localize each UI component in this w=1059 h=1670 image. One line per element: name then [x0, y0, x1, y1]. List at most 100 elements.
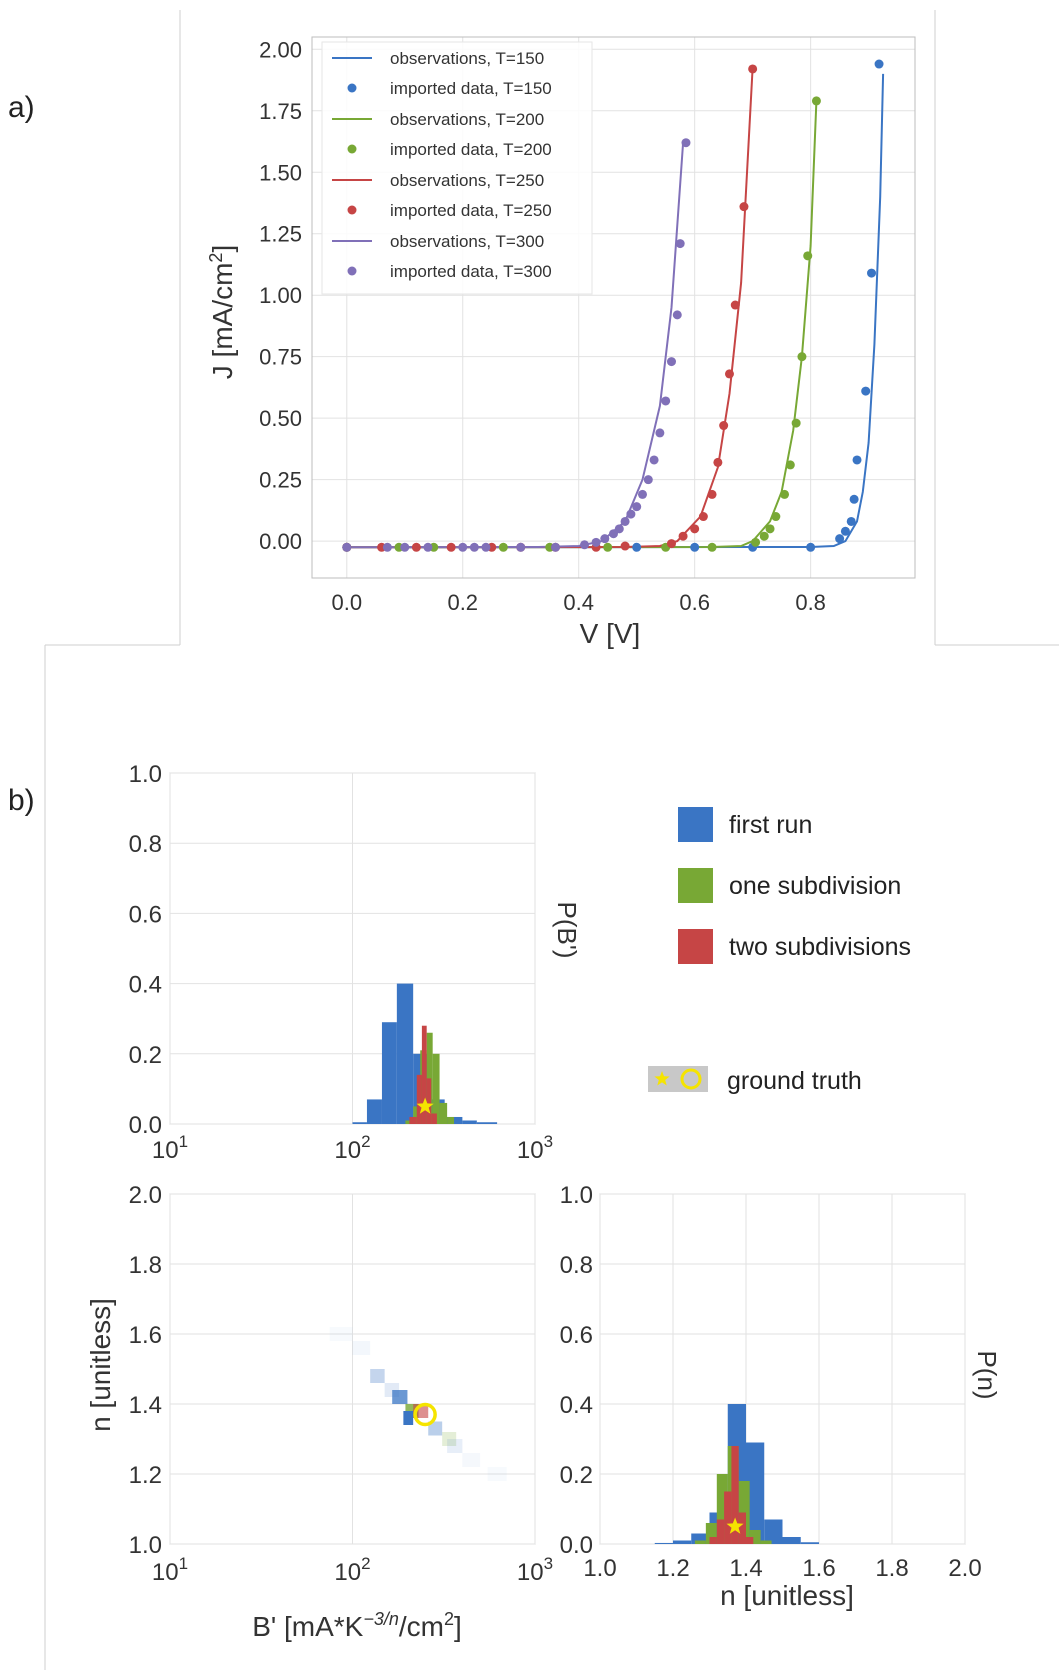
- legend-dot-label: imported data, T=300: [390, 262, 552, 281]
- iv-data-point: [382, 542, 392, 552]
- histogram-n-bar-0: [673, 1540, 692, 1544]
- legend-line-label: observations, T=200: [390, 110, 544, 129]
- iv-data-point: [707, 542, 717, 552]
- joint-y-tick-label: 1.2: [129, 1462, 162, 1489]
- iv-data-point: [632, 542, 642, 552]
- histogram-n-bar-1: [760, 1540, 772, 1544]
- iv-y-tick-label: 0.25: [259, 468, 302, 493]
- iv-data-point: [707, 489, 717, 499]
- histogram-bprime-bar-1: [439, 1102, 448, 1124]
- histogram-n-bar-0: [800, 1542, 819, 1544]
- iv-data-point: [649, 455, 659, 465]
- histogram-n-y-tick-label: 1.0: [560, 1182, 593, 1209]
- iv-data-point: [780, 489, 790, 499]
- histogram-n: 1.0 1.2 1.4 1.6 1.8 2.0 0.0 0.2 0.4 0.6 0.8 1.0 P(n…: [560, 1182, 1002, 1611]
- histogram-n-bar-2: [709, 1537, 717, 1544]
- iv-data-point: [469, 542, 479, 552]
- histogram-n-bar-0: [746, 1442, 765, 1544]
- iv-data-point: [603, 542, 613, 552]
- histogram-bprime-bar-0: [352, 1122, 367, 1124]
- joint-cell: [447, 1439, 463, 1453]
- histogram-n-x-tick-label: 1.8: [875, 1555, 908, 1582]
- legend-dot-swatch: [347, 205, 357, 215]
- iv-data-point: [666, 357, 676, 367]
- histogram-n-bar-2: [738, 1512, 746, 1544]
- joint-y-tick-label: 2.0: [129, 1182, 162, 1209]
- iv-plot-frame: [311, 36, 916, 579]
- histogram-bprime-bar-0: [366, 1099, 382, 1124]
- iv-curve-chart: 0.0 0.2 0.4 0.6 0.8 0.00 0.25 0.50 0.75 1.00 1.25…: [206, 36, 916, 649]
- legend-dot-label: imported data, T=200: [390, 140, 552, 159]
- histogram-bprime-bar-1: [413, 1106, 421, 1124]
- iv-x-tick-label: 0.6: [679, 590, 710, 615]
- joint-y-tick-label: 1.6: [129, 1322, 162, 1349]
- iv-data-point: [759, 531, 769, 541]
- legend-dot-swatch: [347, 144, 357, 154]
- iv-data-point: [698, 512, 708, 522]
- iv-data-point: [690, 542, 700, 552]
- legend-color-swatch: [678, 807, 713, 842]
- iv-data-point: [739, 202, 749, 212]
- joint-cell: [428, 1421, 443, 1436]
- histogram-bprime-y-tick-label: 1.0: [129, 761, 162, 788]
- iv-line-series-0: [346, 73, 885, 549]
- iv-data-point: [600, 534, 610, 544]
- histogram-bprime-tick-labels: 0.0 0.2 0.4 0.6 0.8 1.0 101 102 103: [129, 761, 553, 1164]
- iv-data-point: [423, 542, 433, 552]
- histogram-n-bar-2: [716, 1519, 725, 1544]
- histogram-bprime-bar-2: [426, 1078, 432, 1124]
- posterior-legend: first run one subdivision two subdivisions…: [648, 807, 911, 1095]
- iv-x-tick-labels: 0.0 0.2 0.4 0.6 0.8: [331, 590, 825, 615]
- iv-y-tick-label: 1.50: [259, 160, 302, 185]
- histogram-bprime-x-tick-label: 103: [517, 1132, 553, 1164]
- panel-b-tag: b): [8, 784, 35, 817]
- ground-truth-star-icon: [654, 1071, 670, 1086]
- joint-cell: [462, 1453, 481, 1467]
- histogram-bprime-y-tick-label: 0.2: [129, 1042, 162, 1069]
- iv-data-point: [840, 526, 850, 536]
- iv-y-tick-label: 1.25: [259, 222, 302, 247]
- ground-truth-ring-icon: [680, 1068, 702, 1090]
- iv-data-point: [498, 542, 508, 552]
- iv-data-point: [637, 489, 647, 499]
- iv-x-tick-label: 0.0: [331, 590, 362, 615]
- histogram-n-y-tick-label: 0.0: [560, 1532, 593, 1559]
- iv-data-point: [861, 386, 871, 396]
- histogram-n-x-tick-label: 1.6: [802, 1555, 835, 1582]
- joint-cell: [487, 1467, 507, 1481]
- histogram-bprime-x-tick-label: 102: [334, 1132, 370, 1164]
- histogram-bprime-bar-1: [432, 1053, 440, 1124]
- joint-y-tick-label: 1.8: [129, 1252, 162, 1279]
- iv-data-point: [620, 516, 630, 526]
- iv-data-point: [411, 542, 421, 552]
- histogram-bprime-bar-2: [409, 1116, 417, 1124]
- iv-data-point: [614, 524, 624, 534]
- iv-data-point: [811, 96, 821, 106]
- histogram-bprime-y-tick-label: 0.4: [129, 972, 162, 999]
- histogram-bprime-bar-2: [421, 1025, 427, 1124]
- histogram-n-bar-1: [694, 1540, 706, 1544]
- iv-y-tick-label: 0.50: [259, 406, 302, 431]
- histogram-n-y-tick-label: 0.2: [560, 1462, 593, 1489]
- legend-dot-swatch: [347, 83, 357, 93]
- iv-data-point: [765, 524, 775, 534]
- histogram-n-bar-0: [764, 1519, 783, 1544]
- iv-data-point: [666, 539, 676, 549]
- histogram-n-bar-1: [716, 1474, 728, 1544]
- iv-data-point: [690, 524, 700, 534]
- iv-y-tick-label: 0.00: [259, 529, 302, 554]
- iv-data-point: [643, 475, 653, 485]
- iv-data-point: [661, 396, 671, 406]
- ground-truth-star-icon: [416, 1097, 434, 1114]
- joint-cells: [329, 1327, 507, 1481]
- joint-cell: [442, 1432, 457, 1446]
- iv-legend-box: [321, 41, 593, 295]
- legend-color-swatch: [678, 929, 713, 964]
- iv-y-tick-label: 0.75: [259, 345, 302, 370]
- iv-data-point: [719, 421, 729, 431]
- iv-data-point: [771, 512, 781, 522]
- iv-data-point: [867, 268, 877, 278]
- iv-legend: observations, T=150 imported data, T=150 o…: [321, 41, 593, 295]
- histogram-bprime-bar-0: [462, 1120, 477, 1124]
- iv-data-point: [458, 542, 468, 552]
